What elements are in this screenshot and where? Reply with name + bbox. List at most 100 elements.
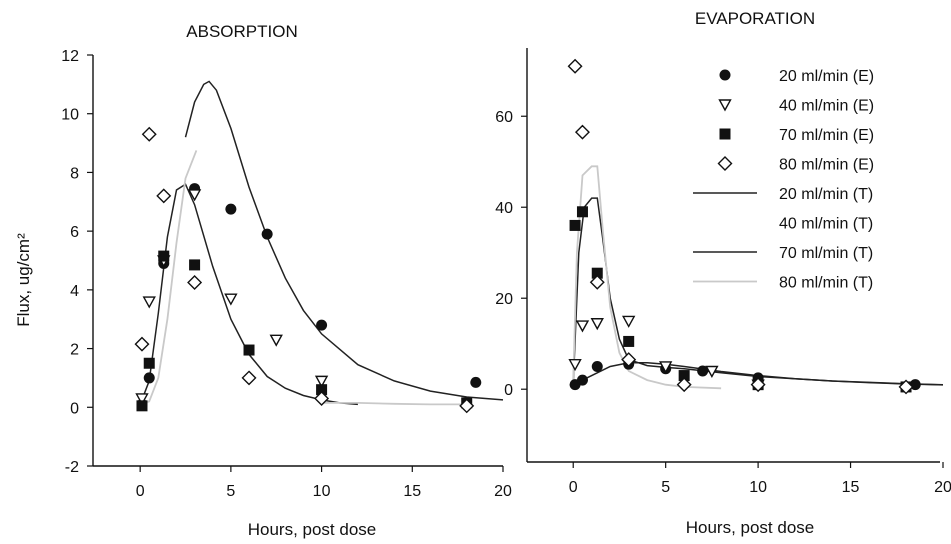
point-80-ml-min-e: [574, 124, 590, 140]
point-40-ml-min-e: [622, 315, 636, 328]
point-70-ml-min-e: [316, 384, 328, 396]
legend-marker: [718, 99, 732, 112]
point-70-ml-min-e: [158, 250, 170, 262]
point-40-ml-min-e: [705, 365, 719, 378]
point-70-ml-min-e: [243, 344, 255, 356]
point-70-ml-min-e: [576, 206, 588, 218]
legend-label: 20 ml/min (T): [779, 186, 873, 203]
point-80-ml-min-e: [241, 370, 257, 386]
point-80-ml-min-e: [141, 126, 157, 142]
point-40-ml-min-e: [314, 375, 329, 388]
x-tick-label: 0: [569, 479, 578, 496]
legend-item: 80 ml/min (E): [717, 156, 874, 174]
legend-label: 40 ml/min (E): [779, 98, 874, 115]
point-70-ml-min-e: [569, 219, 581, 231]
legend: 20 ml/min (E) 40 ml/min (E) 70 ml/min (E) 8…: [693, 68, 874, 292]
point-40-ml-min-e: [135, 393, 149, 406]
point-20-ml-min-e: [470, 376, 482, 388]
legend-label: 20 ml/min (E): [779, 68, 874, 85]
point-20-ml-min-e: [225, 203, 237, 215]
legend-item: 70 ml/min (E): [719, 127, 874, 144]
absorption-ylabel: Flux, ug/cm²: [14, 233, 33, 327]
absorption-xlabel: Hours, post dose: [248, 520, 377, 539]
y-tick-label: 8: [70, 165, 79, 182]
legend-label: 80 ml/min (E): [779, 157, 874, 174]
point-40-ml-min-e: [224, 293, 238, 306]
point-40-ml-min-e: [568, 358, 582, 372]
point-80-ml-min-e: [156, 188, 172, 204]
point-70-ml-min-e: [189, 259, 201, 271]
point-20-ml-min-e: [576, 374, 588, 386]
absorption-title: ABSORPTION: [186, 22, 297, 41]
legend-item: 20 ml/min (T): [693, 186, 873, 203]
point-70-ml-min-e: [623, 335, 635, 347]
legend-item: 40 ml/min (E): [718, 98, 874, 115]
x-tick-label: 10: [313, 483, 331, 500]
point-80-ml-min-e: [750, 377, 766, 393]
curve-80-ml-min-t: [572, 165, 722, 390]
curve-40-ml-min-t: [321, 401, 467, 406]
point-80-ml-min-e: [898, 379, 914, 395]
legend-label: 80 ml/min (T): [779, 275, 873, 292]
legend-label: 40 ml/min (T): [779, 216, 873, 233]
legend-label: 70 ml/min (T): [779, 245, 873, 262]
y-tick-label: 40: [495, 200, 513, 217]
point-40-ml-min-e: [575, 320, 590, 333]
point-80-ml-min-e: [134, 336, 150, 352]
legend-marker: [719, 128, 731, 140]
point-40-ml-min-e: [187, 189, 202, 202]
x-tick-label: 0: [136, 483, 145, 500]
y-tick-label: 20: [495, 291, 513, 308]
point-80-ml-min-e: [621, 352, 637, 368]
point-80-ml-min-e: [459, 398, 475, 414]
point-80-ml-min-e: [187, 275, 203, 291]
point-20-ml-min-e: [143, 372, 155, 384]
y-tick-label: 6: [70, 224, 79, 241]
legend-item: 80 ml/min (T): [693, 275, 873, 292]
y-tick-label: 12: [61, 48, 79, 65]
point-40-ml-min-e: [142, 296, 156, 309]
curve-80-ml-min-t: [139, 150, 198, 406]
evaporation-chart: EVAPORATION Hours, post dose 0 5 10 15 20 0 20…: [495, 9, 951, 537]
point-20-ml-min-e: [697, 365, 709, 377]
y-tick-label: 4: [70, 283, 79, 300]
point-80-ml-min-e: [314, 390, 330, 406]
point-70-ml-min-e: [678, 370, 690, 382]
x-tick-label: 15: [403, 483, 421, 500]
point-40-ml-min-e: [590, 318, 604, 331]
point-20-ml-min-e: [591, 360, 603, 372]
y-tick-label: 60: [495, 109, 513, 126]
legend-item: 40 ml/min (T): [779, 216, 873, 233]
point-70-ml-min-e: [591, 267, 603, 279]
x-tick-label: 10: [749, 479, 767, 496]
legend-label: 70 ml/min (E): [779, 127, 874, 144]
curve-20-ml-min-t: [184, 80, 504, 401]
point-70-ml-min-e: [143, 357, 155, 369]
point-80-ml-min-e: [589, 274, 605, 290]
x-tick-label: 5: [661, 479, 670, 496]
y-tick-label: 0: [70, 400, 79, 417]
x-tick-label: 5: [226, 483, 235, 500]
legend-item: 20 ml/min (E): [719, 68, 874, 85]
point-20-ml-min-e: [261, 228, 273, 240]
y-tick-label: 0: [504, 382, 513, 399]
x-tick-label: 20: [934, 479, 951, 496]
evaporation-title: EVAPORATION: [695, 9, 815, 28]
evaporation-xlabel: Hours, post dose: [686, 518, 815, 537]
point-40-ml-min-e: [658, 361, 673, 374]
point-70-ml-min-e: [136, 400, 148, 412]
y-tick-label: 2: [70, 342, 79, 359]
y-tick-label: -2: [65, 459, 79, 476]
absorption-chart: ABSORPTION Hours, post dose Flux, ug/cm²…: [14, 22, 512, 539]
point-40-ml-min-e: [269, 334, 283, 347]
legend-marker: [717, 156, 733, 171]
y-tick-label: 10: [61, 107, 79, 124]
legend-item: 70 ml/min (T): [693, 245, 873, 262]
x-tick-label: 15: [842, 479, 860, 496]
point-20-ml-min-e: [316, 319, 328, 331]
x-tick-label: 20: [494, 483, 512, 500]
point-80-ml-min-e: [676, 377, 692, 393]
curve-70-ml-min-t: [139, 183, 358, 406]
legend-marker: [719, 69, 731, 81]
